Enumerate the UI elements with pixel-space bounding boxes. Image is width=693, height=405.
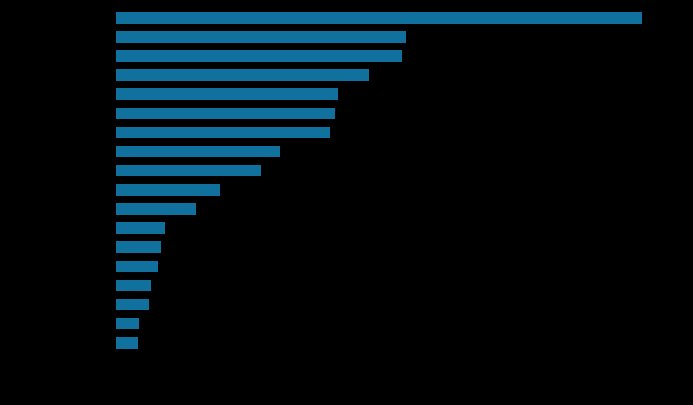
bar: [116, 222, 165, 234]
bar: [116, 241, 161, 253]
bar: [116, 145, 280, 158]
bar: [116, 317, 139, 330]
bar: [116, 126, 330, 139]
bar: [116, 12, 642, 24]
bar: [116, 164, 261, 177]
bar: [116, 203, 196, 215]
bar: [116, 69, 369, 81]
bar: [116, 279, 151, 292]
bar: [116, 184, 220, 196]
bar: [116, 298, 149, 311]
bar: [116, 260, 158, 273]
bar: [116, 50, 402, 62]
bar: [116, 337, 138, 349]
bar: [116, 88, 338, 100]
bar: [116, 107, 335, 120]
bar: [116, 31, 406, 43]
